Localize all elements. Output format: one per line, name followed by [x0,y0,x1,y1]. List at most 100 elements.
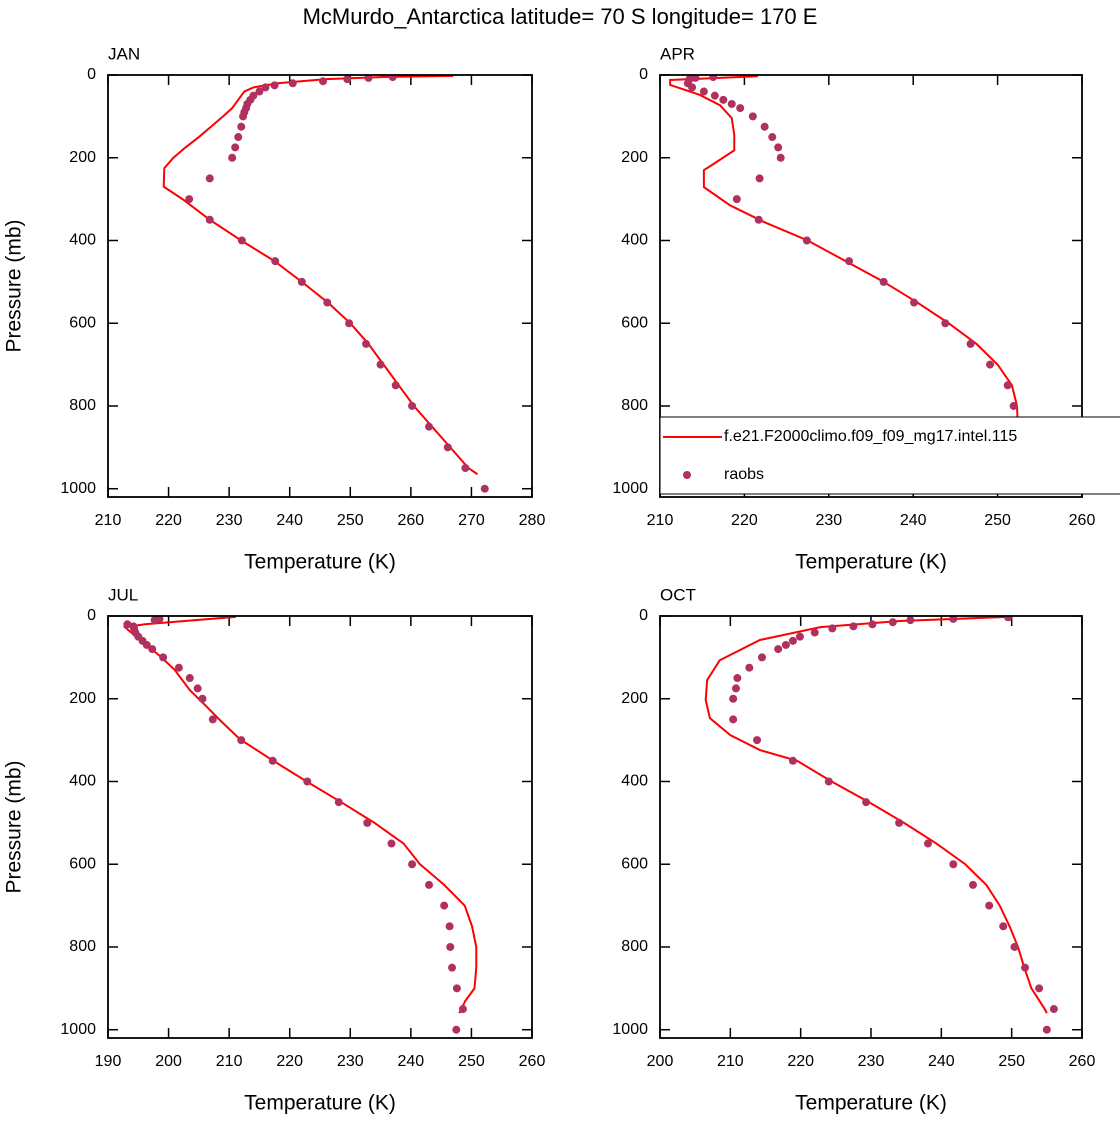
legend-box [659,416,1120,495]
y-tick-label: 600 [621,314,648,331]
obs-point [985,901,994,910]
obs-point [231,143,240,152]
y-tick-label: 200 [621,149,648,166]
obs-point [966,339,975,348]
obs-point [731,684,740,693]
obs-point [906,616,915,625]
obs-point [391,381,400,390]
model-line [162,75,479,476]
obs-point [732,195,741,204]
obs-point [208,715,217,724]
x-tick-label: 230 [815,512,842,529]
obs-point [323,298,332,307]
x-tick-label: 240 [900,512,927,529]
obs-point [1021,963,1030,972]
obs-point [949,860,958,869]
obs-point [239,112,248,121]
x-tick-label: 260 [519,1053,546,1070]
obs-point [1042,1025,1051,1034]
obs-point [1003,381,1012,390]
y-tick-label: 1000 [60,1021,96,1038]
panel: OCT Temperature (K) 200 210 220 230 240 250 260 0… [612,585,1095,1114]
obs-point [776,153,785,162]
obs-point [234,133,243,142]
obs-point [255,87,264,96]
obs-point [150,616,159,625]
obs-point [198,694,207,703]
obs-point [748,112,757,121]
obs-point [691,75,700,82]
x-tick-label: 260 [1069,1053,1096,1070]
y-axis-label: Pressure (mb) [3,219,26,352]
x-tick-label: 270 [458,512,485,529]
obs-point [733,674,742,683]
y-tick-label: 1000 [60,480,96,497]
x-tick-label: 230 [216,512,243,529]
obs-point [288,79,297,88]
x-tick-label: 200 [155,1053,182,1070]
obs-point [425,880,434,889]
obs-point [729,694,738,703]
x-axis-label: Temperature (K) [795,1092,947,1115]
y-tick-label: 800 [621,938,648,955]
obs-point [270,81,279,90]
obs-point [363,818,372,827]
obs-point [376,360,385,369]
y-axis-label: Pressure (mb) [3,760,26,893]
obs-point [345,319,354,328]
x-tick-label: 210 [717,1053,744,1070]
x-tick-label: 240 [276,512,303,529]
obs-point [362,339,371,348]
x-tick-label: 220 [155,512,182,529]
plot-area [162,75,489,493]
x-tick-label: 250 [337,512,364,529]
x-tick-label: 250 [984,512,1011,529]
obs-point [452,984,461,993]
obs-point [745,663,754,672]
obs-point [754,215,763,224]
obs-point [452,1025,461,1034]
obs-point [802,236,811,245]
obs-point [174,663,183,672]
obs-point [895,818,904,827]
obs-point [999,922,1008,931]
legend: f.e21.F2000climo.f09_f09_mg17.intel.115r… [659,416,1120,495]
obs-point [303,777,312,786]
obs-point [408,401,417,410]
obs-point [710,91,719,100]
y-tick-label: 1000 [612,1021,648,1038]
plot-frame [107,615,533,1039]
obs-point [845,257,854,266]
obs-point [237,122,246,131]
obs-point [268,756,277,765]
obs-point [910,298,919,307]
obs-point [261,83,270,92]
y-tick-label: 400 [621,773,648,790]
obs-point [148,645,157,654]
obs-point [1035,984,1044,993]
obs-point [319,77,328,86]
obs-point [688,83,697,92]
obs-point [123,620,132,629]
plot-frame [107,74,533,498]
obs-point [445,922,454,931]
obs-point [1010,942,1019,951]
y-tick-label: 1000 [612,480,648,497]
x-tick-label: 220 [276,1053,303,1070]
y-tick-label: 600 [621,855,648,872]
obs-point [237,736,246,745]
obs-point [824,777,833,786]
obs-point [448,963,457,972]
obs-point [709,75,718,82]
panel: JUL Temperature (K) Pressure (mb) 190 200 210… [3,585,546,1114]
plot-frame [659,615,1083,1039]
obs-point [440,901,449,910]
obs-point [755,174,764,183]
y-tick-label: 600 [69,314,96,331]
obs-point [868,620,877,629]
obs-point [849,622,858,631]
x-tick-label: 210 [647,512,674,529]
x-tick-label: 210 [216,1053,243,1070]
obs-point [228,153,237,162]
